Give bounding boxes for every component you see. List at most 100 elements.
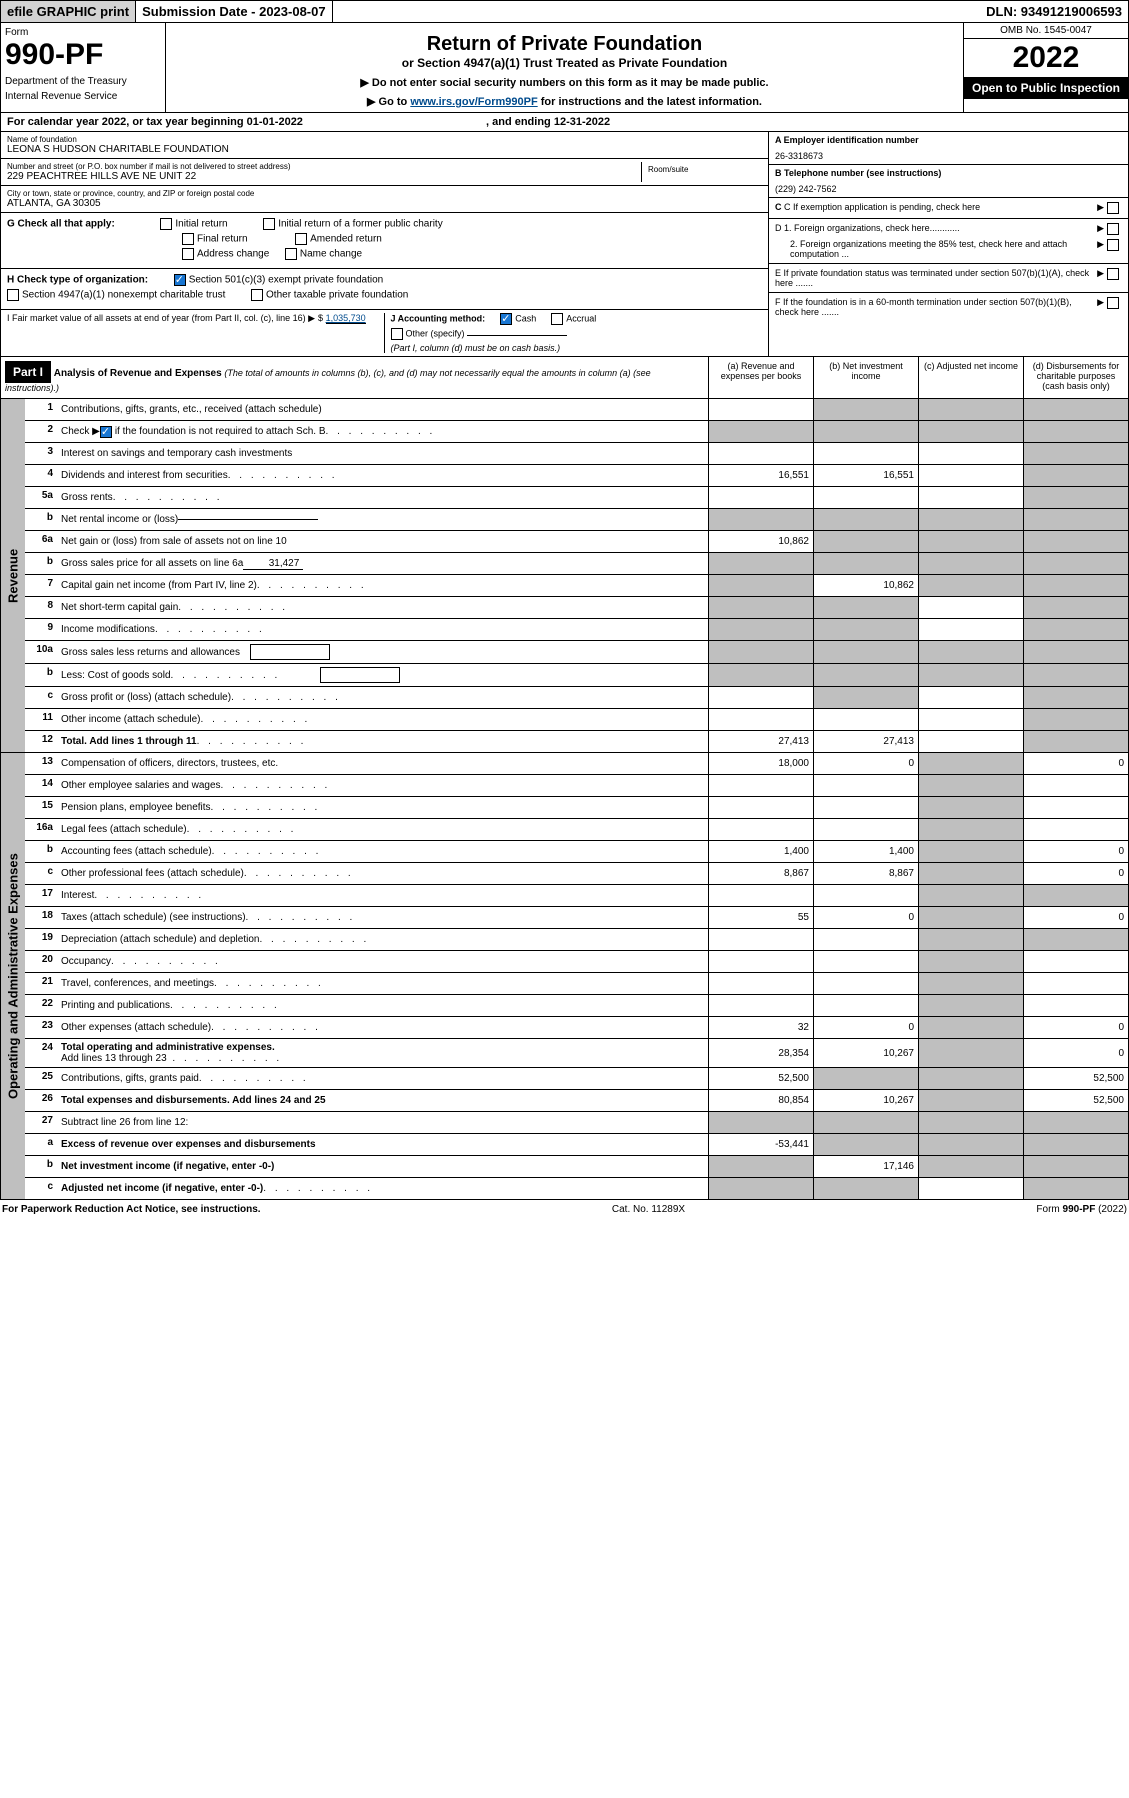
line-27b: Net investment income (if negative, ente… — [57, 1156, 708, 1177]
j-cash: Cash — [515, 313, 536, 323]
cash-checkbox[interactable] — [500, 313, 512, 325]
l7-b: 10,862 — [813, 575, 918, 596]
form-number: 990-PF — [5, 38, 161, 72]
c-checkbox[interactable] — [1107, 202, 1119, 214]
l6b-val: 31,427 — [243, 558, 303, 570]
form-label: Form — [5, 27, 161, 38]
l26-a: 80,854 — [708, 1090, 813, 1111]
g-initial: Initial return — [175, 219, 227, 230]
part1-title: Analysis of Revenue and Expenses — [54, 368, 222, 379]
l18-d: 0 — [1023, 907, 1128, 928]
line-10c: Gross profit or (loss) (attach schedule) — [57, 687, 708, 708]
room-label: Room/suite — [648, 165, 756, 174]
expenses-label: Operating and Administrative Expenses — [1, 753, 25, 1200]
line-10a: Gross sales less returns and allowances — [57, 641, 708, 663]
accrual-checkbox[interactable] — [551, 313, 563, 325]
revenue-section: Revenue 1Contributions, gifts, grants, e… — [0, 399, 1129, 753]
addr-label: Number and street (or P.O. box number if… — [7, 162, 641, 171]
line-3: Interest on savings and temporary cash i… — [57, 443, 708, 464]
line-24: Total operating and administrative expen… — [57, 1039, 708, 1067]
line-16b: Accounting fees (attach schedule) — [57, 841, 708, 862]
schb-checkbox[interactable] — [100, 426, 112, 438]
address-change-checkbox[interactable] — [182, 248, 194, 260]
b-label: B Telephone number (see instructions) — [775, 168, 941, 178]
name-label: Name of foundation — [7, 135, 762, 144]
footer-left: For Paperwork Reduction Act Notice, see … — [2, 1204, 261, 1215]
irs: Internal Revenue Service — [5, 91, 161, 102]
l24-a: 28,354 — [708, 1039, 813, 1067]
efile-label[interactable]: efile GRAPHIC print — [1, 1, 136, 22]
line-27a: Excess of revenue over expenses and disb… — [57, 1134, 708, 1155]
col-a-head: (a) Revenue and expenses per books — [708, 357, 813, 398]
instr2-suffix: for instructions and the latest informat… — [538, 96, 762, 108]
instr2-prefix: ▶ Go to — [367, 96, 410, 108]
foundation-name: LEONA S HUDSON CHARITABLE FOUNDATION — [7, 144, 762, 155]
line-10b: Less: Cost of goods sold — [57, 664, 708, 686]
l4-b: 16,551 — [813, 465, 918, 486]
h-4947: Section 4947(a)(1) nonexempt charitable … — [22, 290, 225, 301]
d2-checkbox[interactable] — [1107, 239, 1119, 251]
final-return-checkbox[interactable] — [182, 233, 194, 245]
line-14: Other employee salaries and wages — [57, 775, 708, 796]
l16c-d: 0 — [1023, 863, 1128, 884]
line-16c: Other professional fees (attach schedule… — [57, 863, 708, 884]
4947-checkbox[interactable] — [7, 289, 19, 301]
form990pf-link[interactable]: www.irs.gov/Form990PF — [410, 96, 537, 108]
fmv-value[interactable]: 1,035,730 — [326, 313, 366, 324]
j-note: (Part I, column (d) must be on cash basi… — [391, 343, 763, 353]
submission-date: Submission Date - 2023-08-07 — [136, 1, 333, 22]
cal-mid: , and ending — [483, 116, 554, 128]
h-label: H Check type of organization: — [7, 275, 148, 286]
l12-a: 27,413 — [708, 731, 813, 752]
l24-b: 10,267 — [813, 1039, 918, 1067]
j-label: J Accounting method: — [391, 313, 486, 323]
instr-2: ▶ Go to www.irs.gov/Form990PF for instru… — [170, 95, 959, 108]
j-accrual: Accrual — [566, 313, 596, 323]
l23-d: 0 — [1023, 1017, 1128, 1038]
initial-former-checkbox[interactable] — [263, 218, 275, 230]
l13-b: 0 — [813, 753, 918, 774]
ein-value: 26-3318673 — [775, 151, 1122, 161]
line-2: Check ▶ if the foundation is not require… — [57, 421, 708, 442]
a-label: A Employer identification number — [775, 135, 919, 145]
g-name: Name change — [300, 249, 362, 260]
g-amended: Amended return — [310, 234, 382, 245]
line-21: Travel, conferences, and meetings — [57, 973, 708, 994]
section-g: G Check all that apply: Initial return I… — [1, 213, 768, 269]
foundation-addr: 229 PEACHTREE HILLS AVE NE UNIT 22 — [7, 171, 641, 182]
phone-value: (229) 242-7562 — [775, 184, 1122, 194]
name-change-checkbox[interactable] — [285, 248, 297, 260]
section-h: H Check type of organization: Section 50… — [1, 269, 768, 310]
l27b-b: 17,146 — [813, 1156, 918, 1177]
other-taxable-checkbox[interactable] — [251, 289, 263, 301]
f-checkbox[interactable] — [1107, 297, 1119, 309]
initial-return-checkbox[interactable] — [160, 218, 172, 230]
j-other: Other (specify) — [406, 328, 465, 338]
d2-label: 2. Foreign organizations meeting the 85%… — [775, 239, 1091, 259]
info-block: Name of foundation LEONA S HUDSON CHARIT… — [0, 132, 1129, 357]
line-16a: Legal fees (attach schedule) — [57, 819, 708, 840]
l26-b: 10,267 — [813, 1090, 918, 1111]
i-label: I Fair market value of all assets at end… — [7, 313, 306, 323]
line-6b: Gross sales price for all assets on line… — [57, 553, 708, 574]
l23-b: 0 — [813, 1017, 918, 1038]
other-method-checkbox[interactable] — [391, 328, 403, 340]
foundation-city: ATLANTA, GA 30305 — [7, 198, 762, 209]
d1-checkbox[interactable] — [1107, 223, 1119, 235]
part1-header-row: Part I Analysis of Revenue and Expenses … — [0, 357, 1129, 399]
cal-prefix: For calendar year 2022, or tax year begi… — [7, 116, 247, 128]
l18-b: 0 — [813, 907, 918, 928]
e-checkbox[interactable] — [1107, 268, 1119, 280]
line-6a: Net gain or (loss) from sale of assets n… — [57, 531, 708, 552]
open-inspection: Open to Public Inspection — [964, 77, 1128, 99]
top-bar: efile GRAPHIC print Submission Date - 20… — [0, 0, 1129, 23]
amended-return-checkbox[interactable] — [295, 233, 307, 245]
g-label: G Check all that apply: — [7, 219, 115, 230]
l16b-d: 0 — [1023, 841, 1128, 862]
form-header: Form 990-PF Department of the Treasury I… — [0, 23, 1129, 113]
line-17: Interest — [57, 885, 708, 906]
l18-a: 55 — [708, 907, 813, 928]
expenses-section: Operating and Administrative Expenses 13… — [0, 753, 1129, 1200]
c-label: C If exemption application is pending, c… — [784, 202, 980, 212]
501c3-checkbox[interactable] — [174, 274, 186, 286]
